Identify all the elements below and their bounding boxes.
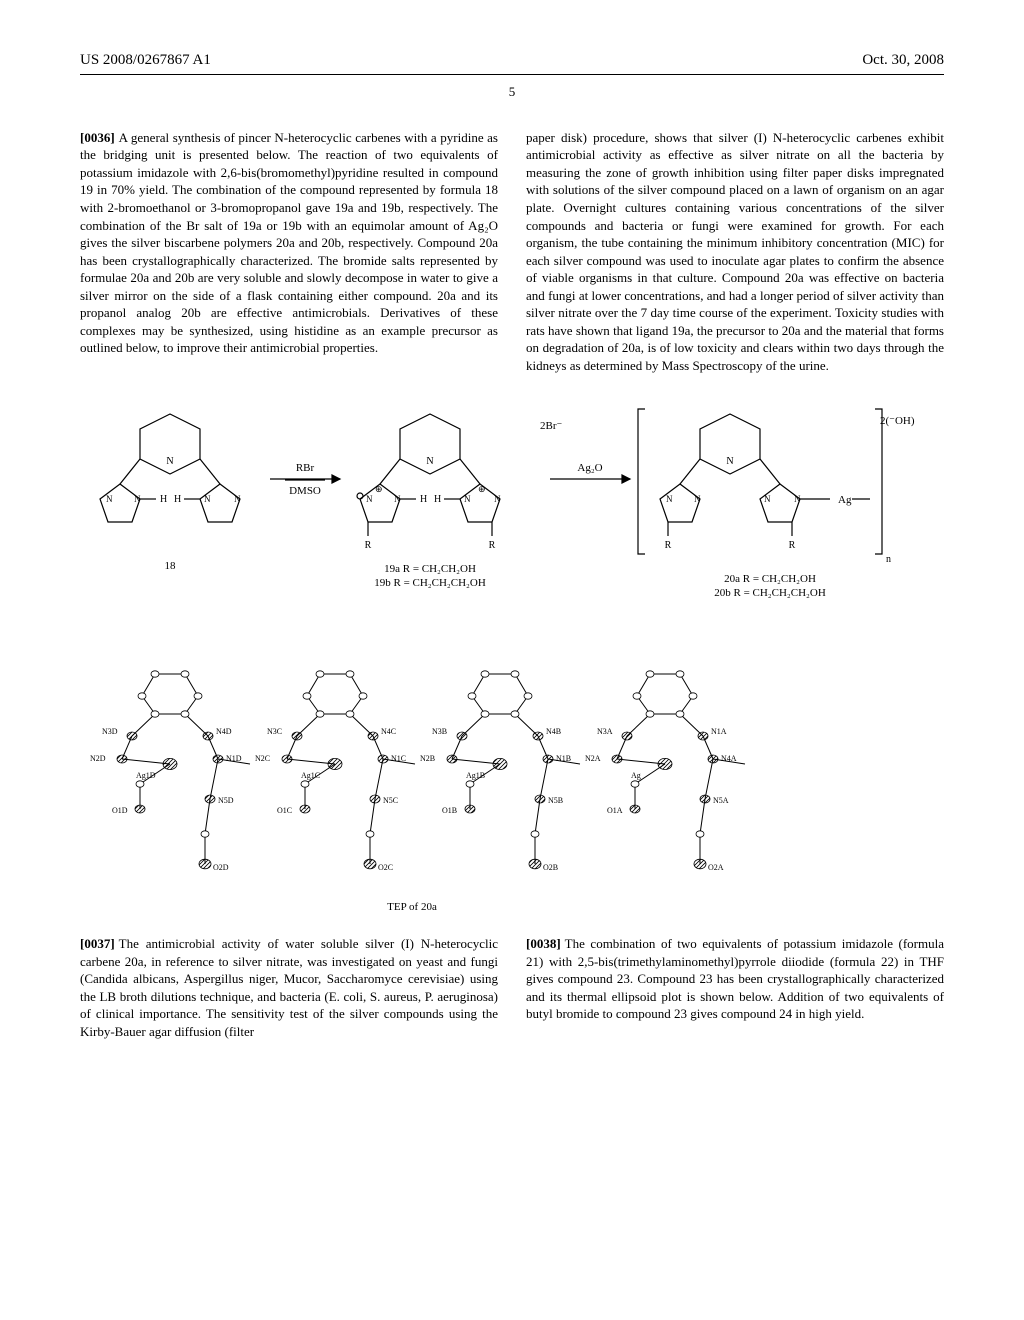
svg-text:N: N — [464, 494, 471, 504]
svg-text:N1C: N1C — [391, 754, 406, 763]
para-0036: [0036]A general synthesis of pincer N-he… — [80, 129, 498, 357]
svg-text:⊕: ⊕ — [478, 484, 486, 494]
svg-text:O1B: O1B — [442, 806, 457, 815]
svg-text:Ag: Ag — [838, 494, 852, 506]
svg-text:Ag1D: Ag1D — [136, 771, 156, 780]
svg-text:O2D: O2D — [213, 863, 229, 872]
svg-text:N5D: N5D — [218, 796, 234, 805]
header-date: Oct. 30, 2008 — [862, 50, 944, 70]
svg-text:Ag: Ag — [631, 771, 641, 780]
para-0036-text: A general synthesis of pincer N-heterocy… — [80, 130, 498, 356]
svg-text:N: N — [366, 494, 373, 504]
svg-text:H: H — [434, 494, 441, 505]
svg-text:N: N — [204, 494, 211, 504]
svg-text:2(⁻OH): 2(⁻OH) — [880, 415, 915, 427]
para-0037-text: The antimicrobial activity of water solu… — [80, 936, 498, 1039]
svg-text:R: R — [489, 540, 496, 551]
svg-text:N: N — [494, 494, 501, 504]
svg-text:O2C: O2C — [378, 863, 393, 872]
svg-text:⊕: ⊕ — [375, 484, 383, 494]
svg-text:N: N — [234, 494, 241, 504]
para-0036-cont: paper disk) procedure, shows that silver… — [526, 129, 944, 375]
svg-text:19a R = CH₂CH₂OH: 19a R = CH₂CH₂OH — [384, 563, 476, 575]
svg-text:DMSO: DMSO — [289, 485, 321, 497]
svg-text:N1B: N1B — [556, 754, 571, 763]
svg-text:20a R = CH₂CH₂OH: 20a R = CH₂CH₂OH — [724, 573, 816, 585]
svg-text:N: N — [166, 456, 173, 467]
svg-text:N2D: N2D — [90, 754, 106, 763]
svg-text:O1D: O1D — [112, 806, 128, 815]
svg-text:Ag1C: Ag1C — [301, 771, 320, 780]
para-0038-text: The combination of two equivalents of po… — [526, 936, 944, 1021]
svg-text:N3D: N3D — [102, 727, 118, 736]
svg-text:Ag₂O: Ag₂O — [577, 462, 602, 474]
bottom-text-columns: [0037]The antimicrobial activity of wate… — [80, 935, 944, 1040]
svg-text:N5A: N5A — [713, 796, 729, 805]
top-text-columns: [0036]A general synthesis of pincer N-he… — [80, 129, 944, 375]
tep-figure: N3D N2D N4D N1D Ag1D O1D N5D O2D N3C N2C N4C N1C Ag1… — [70, 634, 954, 915]
reaction-scheme-1: N N N H N N H — [70, 394, 954, 614]
svg-text:N2C: N2C — [255, 754, 270, 763]
svg-text:N: N — [794, 494, 801, 504]
svg-text:N3B: N3B — [432, 727, 447, 736]
svg-text:O2A: O2A — [708, 863, 724, 872]
svg-text:N3A: N3A — [597, 727, 613, 736]
svg-text:N5B: N5B — [548, 796, 563, 805]
svg-text:2Br⁻: 2Br⁻ — [540, 420, 563, 432]
svg-text:18: 18 — [165, 560, 177, 572]
svg-text:R: R — [665, 540, 672, 551]
para-0038: [0038]The combination of two equivalents… — [526, 935, 944, 1023]
svg-text:O2B: O2B — [543, 863, 558, 872]
para-0036b-text: paper disk) procedure, shows that silver… — [526, 130, 944, 373]
svg-text:N1A: N1A — [711, 727, 727, 736]
svg-text:N2A: N2A — [585, 754, 601, 763]
svg-text:N: N — [764, 494, 771, 504]
svg-text:N5C: N5C — [383, 796, 398, 805]
svg-text:N: N — [694, 494, 701, 504]
para-num-0037: [0037] — [80, 936, 115, 951]
para-0037: [0037]The antimicrobial activity of wate… — [80, 935, 498, 1040]
svg-text:RBr: RBr — [296, 462, 315, 474]
svg-text:N4D: N4D — [216, 727, 232, 736]
svg-text:Ag1B: Ag1B — [466, 771, 485, 780]
svg-text:N4A: N4A — [721, 754, 737, 763]
header-pub-number: US 2008/0267867 A1 — [80, 50, 211, 70]
svg-text:20b R = CH₂CH₂CH₂OH: 20b R = CH₂CH₂CH₂OH — [714, 587, 826, 599]
svg-text:O1A: O1A — [607, 806, 623, 815]
svg-text:R: R — [789, 540, 796, 551]
svg-text:N4C: N4C — [381, 727, 396, 736]
svg-text:n: n — [886, 554, 891, 565]
svg-text:H: H — [160, 494, 167, 505]
svg-text:N: N — [134, 494, 141, 504]
svg-text:N: N — [666, 494, 673, 504]
page-number: 5 — [80, 83, 944, 101]
svg-text:N2B: N2B — [420, 754, 435, 763]
tep-caption: TEP of 20a — [0, 900, 954, 915]
svg-text:N: N — [394, 494, 401, 504]
svg-text:H: H — [420, 494, 427, 505]
svg-text:R: R — [365, 540, 372, 551]
svg-text:N: N — [426, 456, 433, 467]
para-num-0036: [0036] — [80, 130, 115, 145]
svg-text:N1D: N1D — [226, 754, 242, 763]
svg-text:N: N — [106, 494, 113, 504]
header-rule — [80, 74, 944, 75]
svg-text:N3C: N3C — [267, 727, 282, 736]
svg-text:19b R = CH₂CH₂CH₂OH: 19b R = CH₂CH₂CH₂OH — [374, 577, 486, 589]
para-num-0038: [0038] — [526, 936, 561, 951]
svg-text:O1C: O1C — [277, 806, 292, 815]
svg-text:N4B: N4B — [546, 727, 561, 736]
svg-text:H: H — [174, 494, 181, 505]
svg-text:N: N — [726, 456, 733, 467]
